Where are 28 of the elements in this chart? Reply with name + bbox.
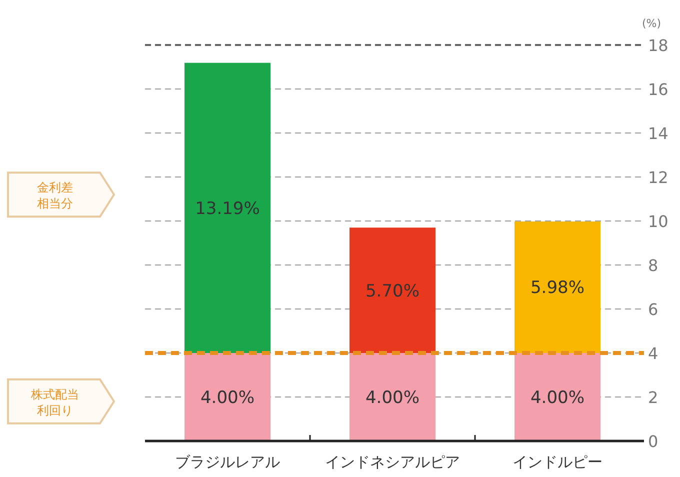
- data-label: 5.70%: [365, 281, 420, 302]
- text: 金利差相当分: [37, 180, 73, 211]
- y-tick-label: 0: [648, 432, 658, 451]
- data-label: 4.00%: [365, 388, 420, 408]
- data-label: 5.98%: [530, 278, 585, 298]
- bar: [184, 353, 270, 441]
- y-tick-label: 16: [648, 80, 668, 99]
- y-tick-label: 14: [648, 124, 668, 143]
- y-tick-label: 4: [648, 344, 658, 363]
- bar: [514, 353, 600, 441]
- bar: [350, 228, 436, 353]
- text: 株式配当利回り: [30, 387, 79, 418]
- data-label: 13.19%: [195, 198, 260, 219]
- bar: [350, 353, 436, 441]
- data-label: 4.00%: [530, 388, 585, 408]
- y-tick-label: 12: [648, 168, 668, 187]
- y-axis-title: (%): [642, 17, 662, 30]
- bar: [184, 62, 270, 353]
- y-tick-label: 10: [648, 212, 668, 231]
- y-tick-label: 18: [648, 36, 668, 55]
- x-tick-label: ブラジルレアル: [175, 453, 280, 471]
- bar: [514, 221, 600, 353]
- y-tick-label: 2: [648, 388, 658, 407]
- data-label: 4.00%: [200, 388, 255, 408]
- x-tick-label: インドルピー: [512, 453, 602, 471]
- x-tick-label: インドネシアルピア: [325, 453, 460, 471]
- y-tick-label: 6: [648, 300, 658, 319]
- y-tick-label: 8: [648, 256, 658, 275]
